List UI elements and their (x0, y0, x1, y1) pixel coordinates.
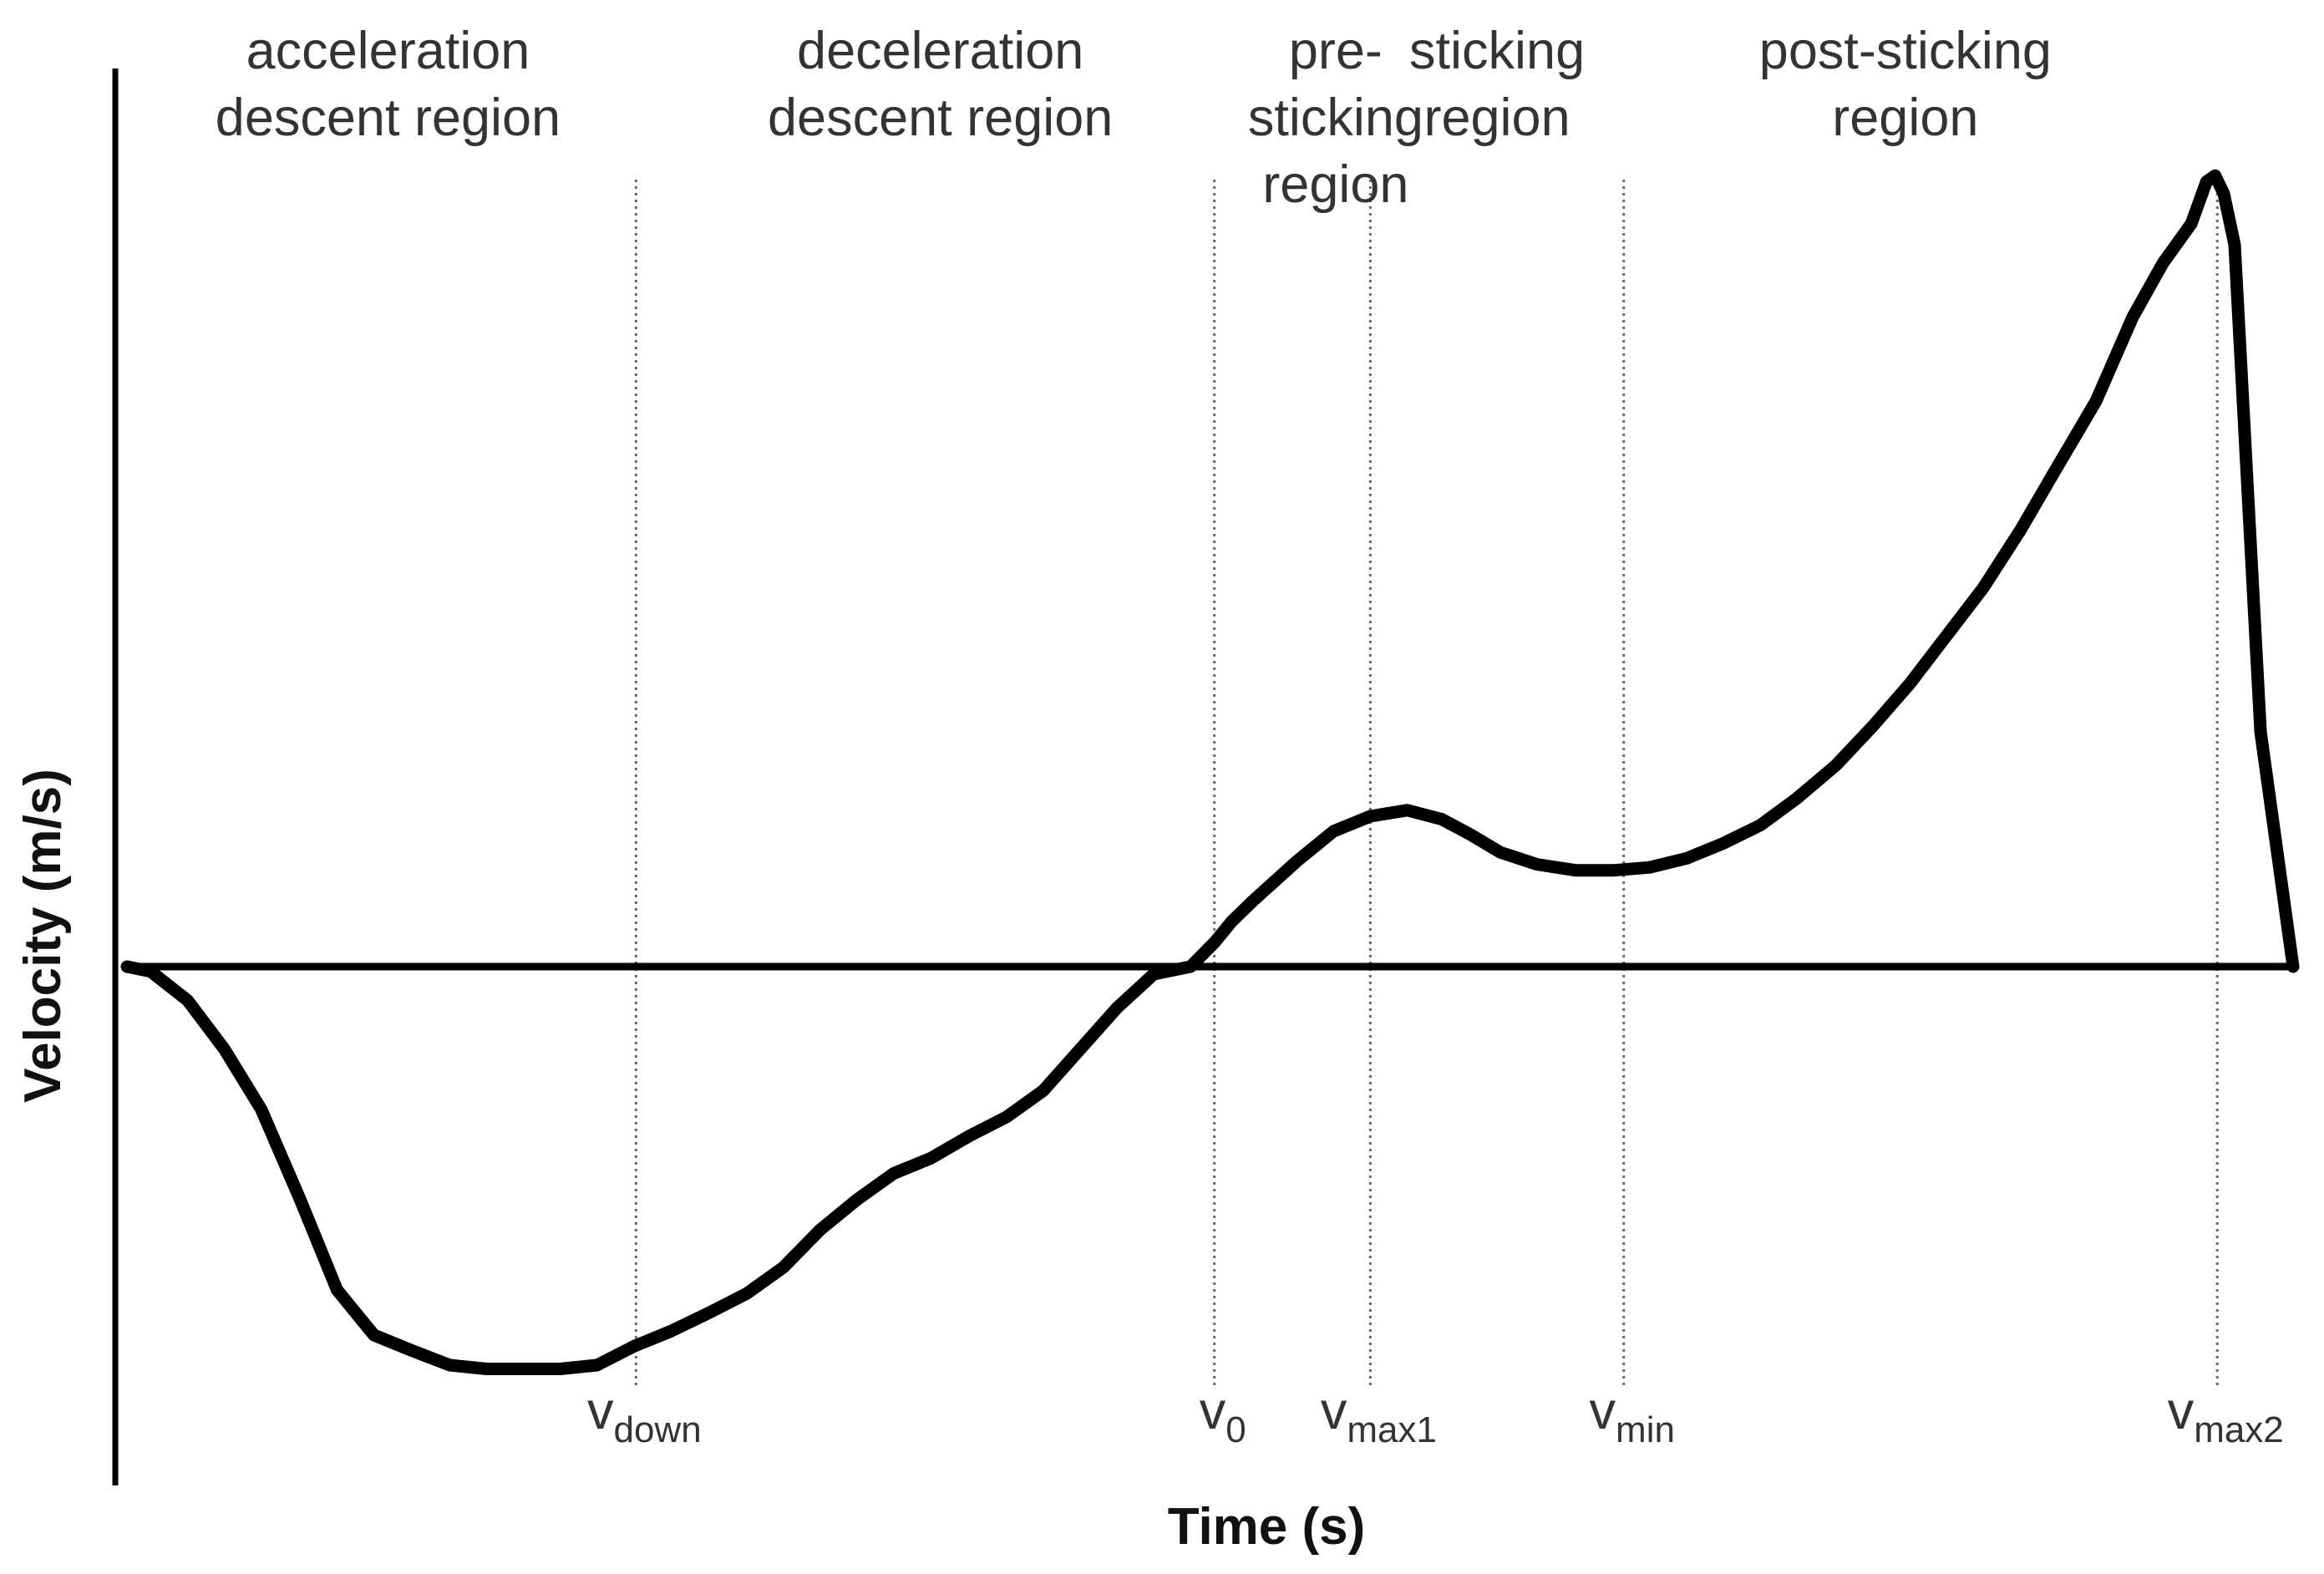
region-label-line: region (1424, 89, 1570, 147)
marker-label-v-max2: vmax2 (2168, 1382, 2284, 1450)
region-label-post-sticking: post-sticking region (1759, 22, 2052, 147)
region-label-line: descent region (768, 89, 1113, 147)
x-axis-title: Time (s) (1168, 1498, 1366, 1556)
region-label-deceleration-descent: deceleration descent region (768, 22, 1113, 147)
region-label-acceleration-descent: acceleration descent region (216, 22, 561, 147)
marker-labels: vdown v0 vmax1 vmin vmax2 (587, 1382, 2284, 1450)
marker-main: v (2168, 1382, 2195, 1440)
marker-sub: down (614, 1409, 702, 1450)
marker-label-v-min: vmin (1590, 1382, 1675, 1450)
marker-main: v (1200, 1382, 1226, 1440)
marker-label-v-0: v0 (1200, 1382, 1246, 1450)
region-label-line: sticking (1409, 22, 1585, 80)
region-label-line: sticking (1248, 89, 1423, 147)
region-dividers (634, 180, 2219, 1387)
marker-sub: max1 (1347, 1409, 1437, 1450)
marker-main: v (1590, 1382, 1616, 1440)
marker-sub: max2 (2194, 1409, 2284, 1450)
marker-sub: min (1616, 1409, 1675, 1450)
y-axis-title: Velocity (m/s) (14, 769, 72, 1103)
marker-sub: 0 (1225, 1409, 1246, 1450)
region-label-line: pre- (1289, 22, 1383, 80)
velocity-curve (120, 169, 2300, 1375)
region-label-line: region (1262, 155, 1408, 214)
region-label-line: deceleration (797, 22, 1083, 80)
region-label-line: post-sticking (1759, 22, 2052, 80)
marker-label-v-down: vdown (587, 1382, 702, 1450)
region-label-line: acceleration (246, 22, 530, 80)
region-label-line: region (1832, 89, 1978, 147)
region-label-line: descent region (216, 89, 561, 147)
region-label-pre-sticking: pre-sticking region (1248, 22, 1423, 214)
region-label-sticking: sticking region (1409, 22, 1585, 147)
marker-main: v (1321, 1382, 1347, 1440)
marker-main: v (587, 1382, 614, 1440)
marker-label-v-max1: vmax1 (1321, 1382, 1437, 1450)
